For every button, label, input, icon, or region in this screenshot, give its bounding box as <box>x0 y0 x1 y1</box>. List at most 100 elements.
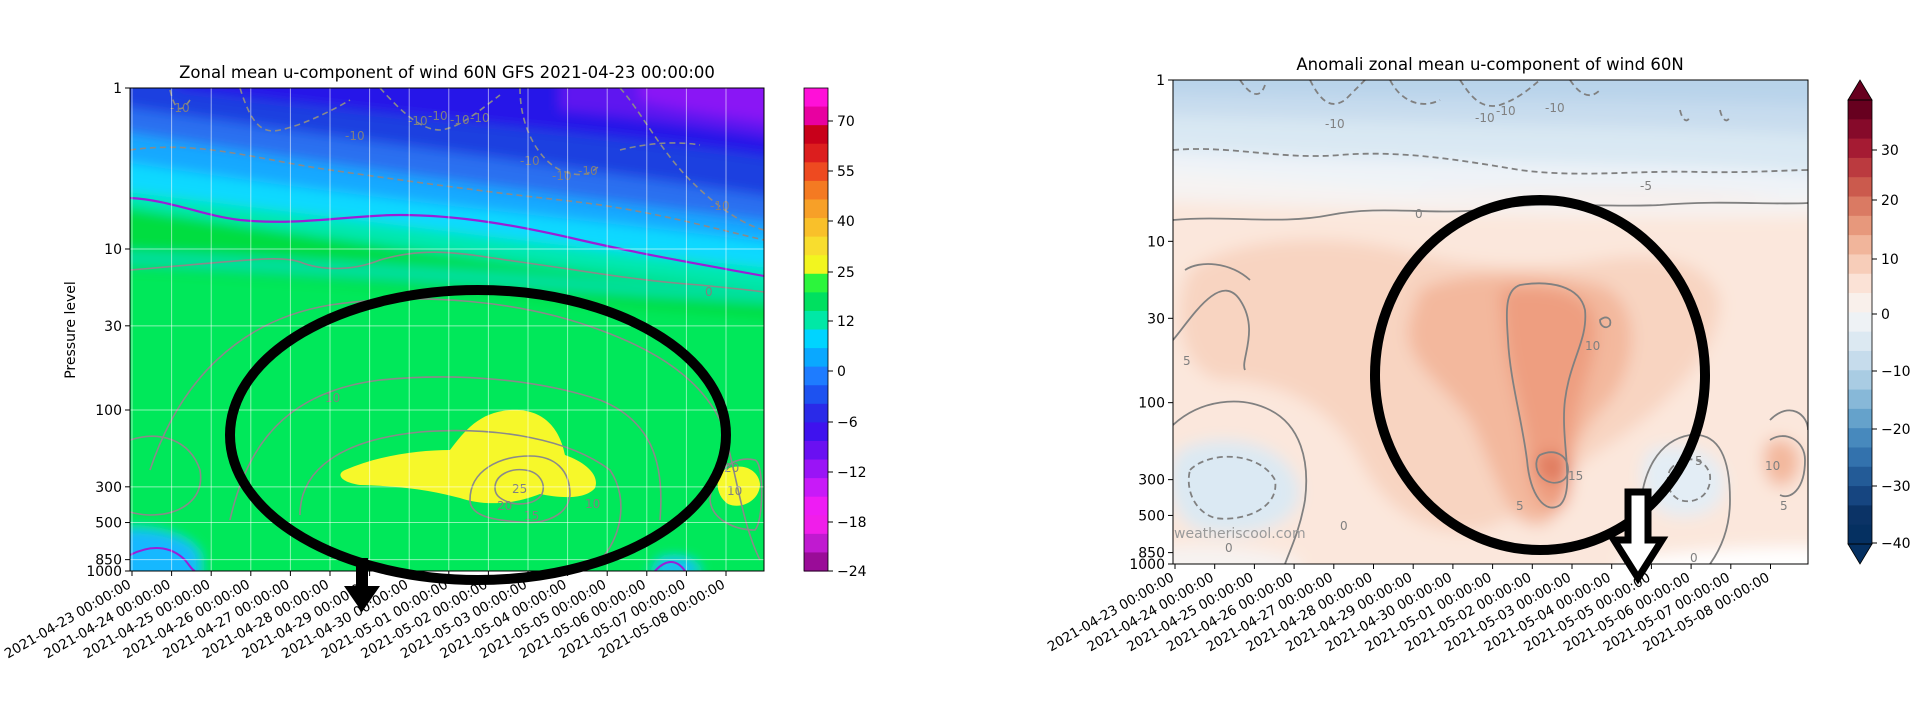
y-tick-label: 10 <box>1147 234 1165 250</box>
right-contour-labels: -10 -10 -10 -10 -5 0 5 10 15 5 5 10 5 0 … <box>1183 101 1788 565</box>
colorbar-tick-label: 55 <box>837 164 855 180</box>
y-tick-label: 1 <box>1156 73 1165 89</box>
colorbar-band <box>1848 100 1872 120</box>
y-tick-label: 100 <box>1138 396 1165 412</box>
colorbar-tick-label: 12 <box>837 314 855 330</box>
right-contour-label: -10 <box>1496 104 1516 118</box>
right-contour-label: 5 <box>1780 499 1788 513</box>
watermark: weatheriscool.com <box>1174 526 1306 542</box>
colorbar-band <box>804 310 828 331</box>
colorbar-tick-label: 40 <box>837 214 855 230</box>
colorbar-band <box>1848 331 1872 352</box>
colorbar-tick-label: 30 <box>1881 143 1899 159</box>
colorbar-band <box>1848 254 1872 275</box>
colorbar-band <box>1848 215 1872 236</box>
right-colorbar <box>1847 79 1873 565</box>
colorbar-band <box>804 515 828 535</box>
colorbar-band <box>1848 293 1872 313</box>
colorbar-extend-top <box>1847 79 1873 101</box>
left-arrow <box>344 558 380 612</box>
colorbar-band <box>804 143 828 163</box>
left-contour-label: -10 <box>578 164 598 178</box>
left-contour-label: -10 <box>345 129 365 143</box>
left-chart-title: Zonal mean u-component of wind 60N GFS 2… <box>179 63 715 82</box>
colorbar-tick-label: −40 <box>1881 536 1911 552</box>
left-colorbar-ticks: 70 55 40 25 12 0 −6 −12 −18 −24 <box>828 114 867 580</box>
colorbar-tick-label: −12 <box>837 465 867 481</box>
y-tick-label: 30 <box>104 319 122 335</box>
colorbar-band <box>1848 466 1872 487</box>
right-plot-frame <box>1172 79 1809 565</box>
left-plot-frame <box>129 87 765 572</box>
colorbar-tick-label: −30 <box>1881 479 1911 495</box>
colorbar-band <box>804 385 828 405</box>
colorbar-band <box>1848 505 1872 526</box>
colorbar-band <box>1848 389 1872 410</box>
colorbar-band <box>1848 486 1872 506</box>
right-contour-field: -10 -10 -10 -10 -5 0 5 10 15 5 5 10 5 0 … <box>1173 80 1808 565</box>
right-contour-label: -10 <box>1475 111 1495 125</box>
right-contour-label: 0 <box>1225 541 1233 555</box>
colorbar-band <box>804 478 828 498</box>
colorbar-band <box>804 199 828 219</box>
colorbar-band <box>1848 524 1872 545</box>
colorbar-band <box>804 533 828 554</box>
left-contour-label: 20 <box>497 499 512 513</box>
left-contour-label: 20 <box>724 461 739 475</box>
colorbar-band <box>804 292 828 312</box>
left-contour-label: -10 <box>408 114 428 128</box>
left-panel: Zonal mean u-component of wind 60N GFS 2… <box>2 63 867 662</box>
colorbar-frame <box>1847 99 1873 545</box>
colorbar-band <box>804 162 828 182</box>
colorbar-tick-label: −10 <box>1881 364 1911 380</box>
left-colorbar <box>803 87 829 572</box>
colorbar-band <box>1848 157 1872 178</box>
colorbar-band <box>804 218 828 238</box>
colorbar-band <box>1848 428 1872 449</box>
y-tick-label: 300 <box>1138 473 1165 489</box>
y-tick-label: 10 <box>104 242 122 258</box>
colorbar-band <box>804 236 828 256</box>
left-contour-label: 10 <box>585 497 600 511</box>
left-contour-label: -10 <box>450 113 470 127</box>
colorbar-band <box>1848 312 1872 333</box>
right-contour-label: 5 <box>1183 354 1191 368</box>
right-colorbar-ticks: 30 20 10 0 −10 −20 −30 −40 <box>1872 143 1911 552</box>
left-contour-label: -10 <box>710 199 730 213</box>
left-contour-labels: -10 -10 -10 -10 -10 -10 -10 -10 -10 -10 … <box>170 101 742 523</box>
colorbar-extend-bottom <box>1847 543 1873 565</box>
colorbar-band <box>804 180 828 201</box>
right-contour-label: 0 <box>1690 551 1698 565</box>
colorbar-tick-label: 10 <box>1881 252 1899 268</box>
right-panel: Anomali zonal mean u-component of wind 6… <box>1045 55 1911 655</box>
colorbar-band <box>804 440 828 461</box>
colorbar-frame <box>803 87 829 572</box>
left-grid <box>130 88 764 571</box>
colorbar-band <box>1848 447 1872 468</box>
y-tick-label: 30 <box>1147 311 1165 327</box>
colorbar-band <box>804 106 828 126</box>
left-contour-label: -10 <box>552 169 572 183</box>
colorbar-band <box>804 88 828 108</box>
right-contour-label: 0 <box>1415 207 1423 221</box>
colorbar-band <box>804 273 828 293</box>
colorbar-band <box>1848 235 1872 256</box>
colorbar-tick-label: 70 <box>837 114 855 130</box>
colorbar-band <box>804 329 828 349</box>
right-arrow <box>1607 488 1669 585</box>
y-tick-label: 500 <box>1138 508 1165 524</box>
right-highlight-ellipse <box>1370 195 1710 555</box>
colorbar-band <box>1848 273 1872 294</box>
right-contour-label: 5 <box>1516 499 1524 513</box>
colorbar-band <box>804 459 828 479</box>
left-contour-label: 10 <box>727 484 742 498</box>
colorbar-band <box>804 366 828 386</box>
colorbar-band <box>1848 408 1872 429</box>
right-contour-label: 10 <box>1765 459 1780 473</box>
right-contour-label: -5 <box>1640 179 1652 193</box>
left-contour-label: 0 <box>705 285 713 299</box>
right-contour-label: 10 <box>1585 339 1600 353</box>
